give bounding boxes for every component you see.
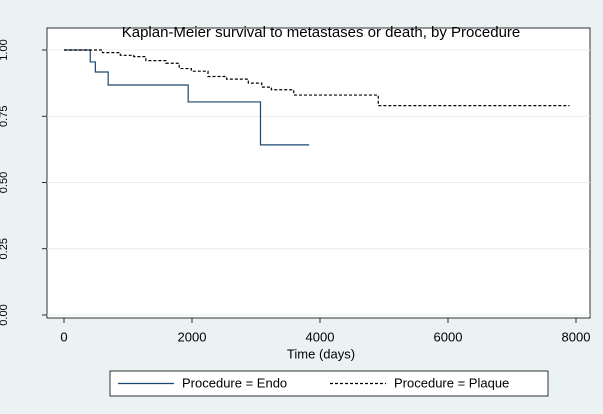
x-tick-label: 6000	[434, 329, 463, 344]
legend	[109, 370, 549, 397]
x-tick-label: 2000	[178, 329, 207, 344]
chart-title: Kaplan-Meier survival to metastases or d…	[122, 24, 521, 41]
x-tick-label: 8000	[562, 329, 591, 344]
survival-line	[64, 49, 570, 107]
y-tick-label: 1.00	[0, 39, 10, 60]
y-tick-label: 0.50	[0, 172, 10, 193]
legend-label: Procedure = Endo	[182, 375, 287, 390]
y-tick-label: 0.25	[0, 238, 10, 259]
legend-label: Procedure = Plaque	[394, 375, 509, 390]
plot	[47, 49, 590, 316]
y-tick-label: 0.75	[0, 106, 10, 127]
x-tick-label: 0	[60, 329, 67, 344]
x-axis-title: Time (days)	[287, 346, 355, 361]
x-tick-label: 4000	[306, 329, 335, 344]
survival-line	[64, 49, 310, 146]
plot-area	[46, 27, 591, 319]
y-tick-label: 0.00	[0, 304, 10, 325]
